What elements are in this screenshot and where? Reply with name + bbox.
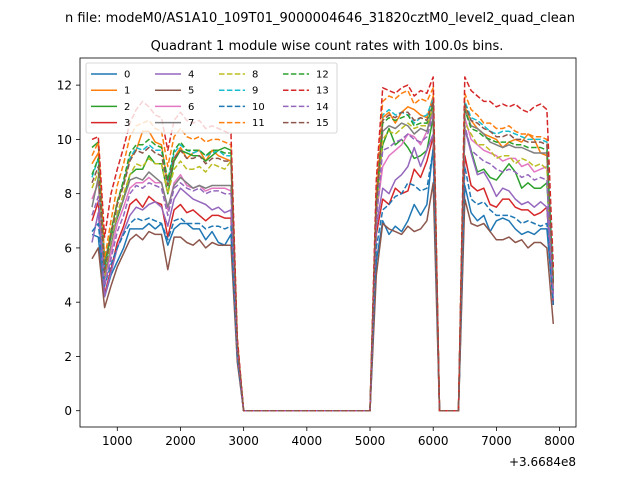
legend-label-13: 13 <box>316 86 329 97</box>
series-line-14 <box>91 114 555 412</box>
series-line-3 <box>91 135 555 412</box>
x-tick-label: 6000 <box>418 434 449 448</box>
y-tick-label: 10 <box>57 133 72 147</box>
series-line-15 <box>91 100 555 412</box>
legend-label-4: 4 <box>188 70 194 81</box>
plot-lines <box>91 76 555 412</box>
x-offset-label: +3.6684e8 <box>509 455 576 469</box>
legend-label-1: 1 <box>124 86 130 97</box>
x-tick-label: 4000 <box>292 434 323 448</box>
legend-label-3: 3 <box>124 118 130 129</box>
legend-label-6: 6 <box>188 102 194 113</box>
y-axis: 0 2 4 6 8 10 12 <box>57 79 80 418</box>
y-tick-label: 6 <box>64 241 72 255</box>
x-axis: 1000 2000 3000 4000 5000 6000 7000 8000 <box>102 427 575 448</box>
legend-label-8: 8 <box>252 70 258 81</box>
x-tick-label: 1000 <box>102 434 133 448</box>
x-tick-label: 7000 <box>481 434 512 448</box>
legend-label-2: 2 <box>124 102 130 113</box>
series-line-4 <box>91 127 555 412</box>
legend-label-14: 14 <box>316 102 329 113</box>
legend-label-12: 12 <box>316 70 329 81</box>
chart-title: Quadrant 1 module wise count rates with … <box>151 39 504 54</box>
legend-label-10: 10 <box>252 102 265 113</box>
plot-frame <box>79 57 577 428</box>
x-tick-label: 3000 <box>228 434 259 448</box>
y-tick-label: 4 <box>64 296 72 310</box>
legend-label-15: 15 <box>316 118 329 129</box>
x-tick-label: 2000 <box>165 434 196 448</box>
legend-box <box>85 62 338 134</box>
x-tick-label: 8000 <box>544 434 575 448</box>
y-tick-label: 8 <box>64 187 72 201</box>
legend-label-0: 0 <box>124 70 130 81</box>
y-tick-label: 0 <box>64 404 72 418</box>
x-tick-label: 5000 <box>355 434 386 448</box>
y-tick-label: 12 <box>57 79 72 93</box>
series-line-0 <box>91 146 555 412</box>
legend-label-11: 11 <box>252 118 265 129</box>
series-line-1 <box>91 95 555 412</box>
legend-label-7: 7 <box>188 118 194 129</box>
series-line-11 <box>91 87 555 412</box>
legend-label-9: 9 <box>252 86 258 97</box>
legend-label-5: 5 <box>188 86 194 97</box>
figure-suptitle: n file: modeM0/AS1A10_109T01_9000004646_… <box>65 11 575 26</box>
y-tick-label: 2 <box>64 350 72 364</box>
series-line-2 <box>91 116 555 412</box>
